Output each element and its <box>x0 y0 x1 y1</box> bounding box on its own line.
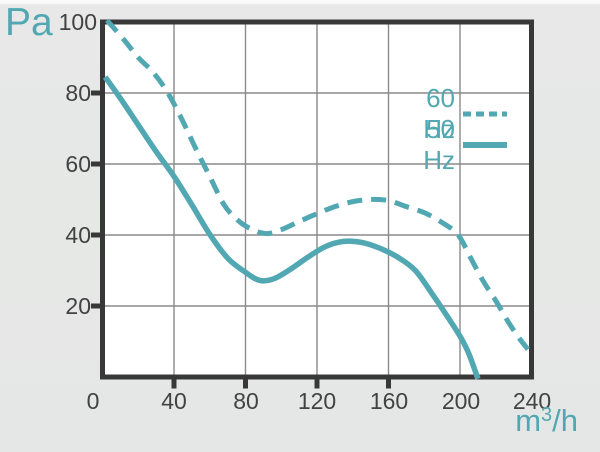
plot-frame <box>100 19 534 380</box>
x-tick-label-120: 120 <box>297 388 337 414</box>
x-tick-label-0: 0 <box>86 388 100 414</box>
x-axis-unit-label: m3/h <box>515 403 578 438</box>
y-tick-label-100: 100 <box>58 9 97 35</box>
legend-dashed-line-sample <box>463 111 507 116</box>
curve-50hz <box>102 75 481 380</box>
y-tick-label-20: 20 <box>65 293 91 319</box>
legend: 60 Hz 50 Hz <box>389 83 507 175</box>
x-tick-label-240: 240 <box>512 388 552 414</box>
y-tick-label-40: 40 <box>65 222 91 248</box>
x-tick-label-40: 40 <box>161 388 187 414</box>
y-axis-unit-label: Pa <box>5 1 53 44</box>
curve-60hz <box>105 18 530 351</box>
x-tick-label-200: 200 <box>441 388 481 414</box>
legend-label-50hz: 50 Hz <box>423 113 455 175</box>
legend-label-60hz: 60 Hz <box>423 82 455 144</box>
y-tick-label-60: 60 <box>65 151 91 177</box>
y-tick-label-80: 80 <box>65 80 91 106</box>
x-tick-label-80: 80 <box>233 388 259 414</box>
x-tick-label-160: 160 <box>369 388 409 414</box>
legend-item-50hz: 50 Hz <box>389 114 507 175</box>
legend-solid-line-sample <box>463 141 507 148</box>
legend-item-60hz: 60 Hz <box>389 83 507 144</box>
